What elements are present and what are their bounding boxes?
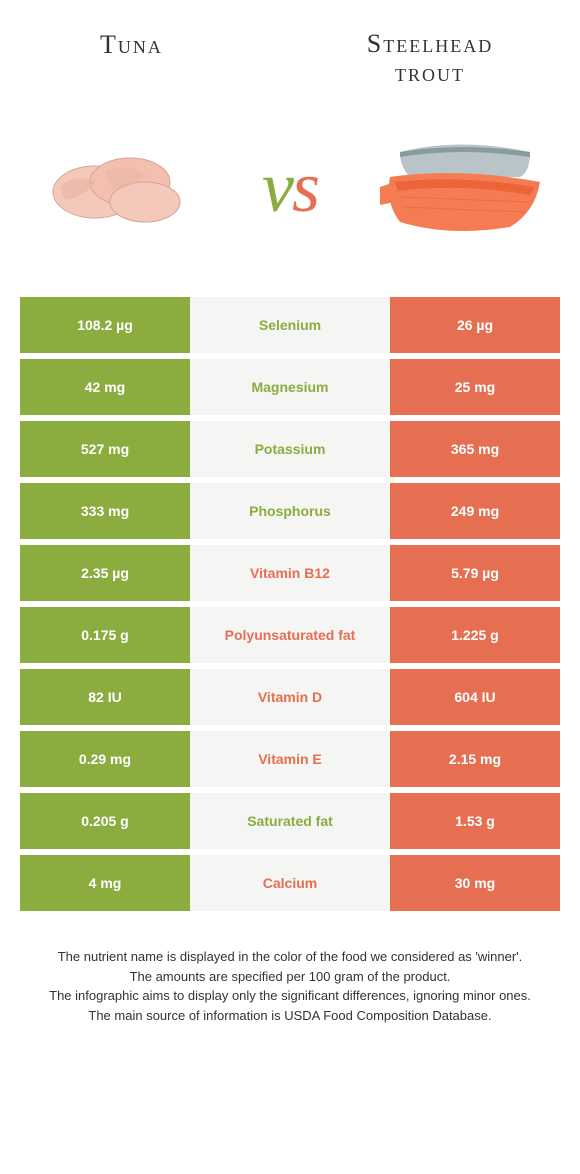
left-value: 82 IU xyxy=(20,669,190,725)
nutrient-label: Selenium xyxy=(190,297,390,353)
table-row: 333 mgPhosphorus249 mg xyxy=(20,483,560,539)
header: Tuna Steelhead trout xyxy=(0,0,580,97)
table-row: 4 mgCalcium30 mg xyxy=(20,855,560,911)
left-value: 0.205 g xyxy=(20,793,190,849)
right-value: 1.53 g xyxy=(390,793,560,849)
nutrient-label: Vitamin D xyxy=(190,669,390,725)
right-value: 26 µg xyxy=(390,297,560,353)
table-row: 0.205 gSaturated fat1.53 g xyxy=(20,793,560,849)
nutrient-label: Magnesium xyxy=(190,359,390,415)
vs-v: v xyxy=(262,147,292,227)
table-row: 0.29 mgVitamin E2.15 mg xyxy=(20,731,560,787)
right-value: 30 mg xyxy=(390,855,560,911)
tuna-image xyxy=(30,117,210,257)
right-value: 604 IU xyxy=(390,669,560,725)
left-value: 333 mg xyxy=(20,483,190,539)
left-value: 108.2 µg xyxy=(20,297,190,353)
right-value: 249 mg xyxy=(390,483,560,539)
left-value: 4 mg xyxy=(20,855,190,911)
table-row: 82 IUVitamin D604 IU xyxy=(20,669,560,725)
footer-line-4: The main source of information is USDA F… xyxy=(30,1006,550,1026)
title-left: Tuna xyxy=(40,30,320,87)
table-row: 0.175 gPolyunsaturated fat1.225 g xyxy=(20,607,560,663)
table-row: 2.35 µgVitamin B125.79 µg xyxy=(20,545,560,601)
left-value: 42 mg xyxy=(20,359,190,415)
trout-image xyxy=(370,117,550,257)
footer-line-1: The nutrient name is displayed in the co… xyxy=(30,947,550,967)
right-value: 5.79 µg xyxy=(390,545,560,601)
footer-line-3: The infographic aims to display only the… xyxy=(30,986,550,1006)
left-value: 0.29 mg xyxy=(20,731,190,787)
tuna-icon xyxy=(35,132,205,242)
vs-s: s xyxy=(292,147,318,227)
left-value: 527 mg xyxy=(20,421,190,477)
images-row: vs xyxy=(0,97,580,297)
comparison-table: 108.2 µgSelenium26 µg 42 mgMagnesium25 mg… xyxy=(0,297,580,911)
footer-line-2: The amounts are specified per 100 gram o… xyxy=(30,967,550,987)
title-right-line2: trout xyxy=(395,58,465,87)
nutrient-label: Potassium xyxy=(190,421,390,477)
table-row: 108.2 µgSelenium26 µg xyxy=(20,297,560,353)
left-value: 0.175 g xyxy=(20,607,190,663)
title-right: Steelhead trout xyxy=(320,30,540,87)
right-value: 365 mg xyxy=(390,421,560,477)
nutrient-label: Vitamin B12 xyxy=(190,545,390,601)
right-value: 2.15 mg xyxy=(390,731,560,787)
right-value: 25 mg xyxy=(390,359,560,415)
left-value: 2.35 µg xyxy=(20,545,190,601)
nutrient-label: Polyunsaturated fat xyxy=(190,607,390,663)
vs-label: vs xyxy=(262,146,318,229)
table-row: 42 mgMagnesium25 mg xyxy=(20,359,560,415)
trout-icon xyxy=(370,127,550,247)
nutrient-label: Saturated fat xyxy=(190,793,390,849)
nutrient-label: Phosphorus xyxy=(190,483,390,539)
nutrient-label: Calcium xyxy=(190,855,390,911)
title-right-line1: Steelhead xyxy=(367,29,493,58)
nutrient-label: Vitamin E xyxy=(190,731,390,787)
table-row: 527 mgPotassium365 mg xyxy=(20,421,560,477)
footer-notes: The nutrient name is displayed in the co… xyxy=(0,917,580,1025)
right-value: 1.225 g xyxy=(390,607,560,663)
